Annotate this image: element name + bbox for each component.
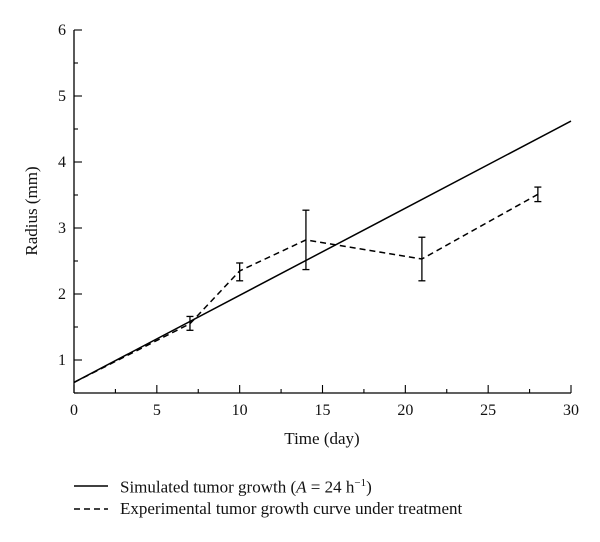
legend-swatch-solid	[74, 484, 108, 487]
x-tick-label: 0	[70, 402, 78, 419]
series-layer	[73, 120, 572, 384]
legend: Simulated tumor growth (A = 24 h−1) Expe…	[74, 474, 462, 520]
y-tick-label: 5	[58, 88, 66, 105]
x-tick-label: 20	[397, 402, 413, 419]
legend-label-simulated: Simulated tumor growth (A = 24 h−1)	[120, 472, 372, 499]
y-ticks: 1 2 3 4 5 6	[58, 22, 82, 394]
legend-label-exponent: −1	[354, 477, 367, 490]
y-tick-label: 1	[58, 352, 66, 369]
legend-label-close: )	[366, 477, 372, 497]
legend-item-simulated: Simulated tumor growth (A = 24 h−1)	[74, 474, 462, 497]
y-tick-label: 6	[58, 22, 66, 39]
legend-label-prefix: Simulated tumor growth (	[120, 477, 297, 497]
y-tick-label: 4	[58, 154, 66, 171]
series-line-simulated	[73, 120, 572, 384]
x-tick-label: 15	[315, 402, 331, 419]
x-tick-label: 10	[232, 402, 248, 419]
series-line-experimental	[73, 193, 539, 384]
legend-label-var: A	[296, 477, 307, 497]
legend-item-experimental: Experimental tumor growth curve under tr…	[74, 497, 462, 520]
chart: 0 5 10 15 20 25 30 1 2 3 4 5 6 Time (day) Radius (m…	[22, 22, 579, 448]
x-ticks: 0 5 10 15 20 25 30	[70, 385, 579, 419]
x-tick-label: 30	[563, 402, 579, 419]
x-axis-title: Time (day)	[284, 429, 359, 448]
y-axis-title: Radius (mm)	[22, 166, 41, 255]
x-tick-label: 5	[153, 402, 161, 419]
legend-swatch-dashed	[74, 507, 108, 510]
legend-label-experimental: Experimental tumor growth curve under tr…	[120, 499, 463, 518]
y-tick-label: 2	[58, 286, 66, 303]
legend-label-suffix: = 24 h	[306, 477, 355, 497]
y-tick-label: 3	[58, 220, 66, 237]
x-tick-label: 25	[480, 402, 496, 419]
plot-area: 0 5 10 15 20 25 30 1 2 3 4 5 6	[58, 22, 579, 419]
